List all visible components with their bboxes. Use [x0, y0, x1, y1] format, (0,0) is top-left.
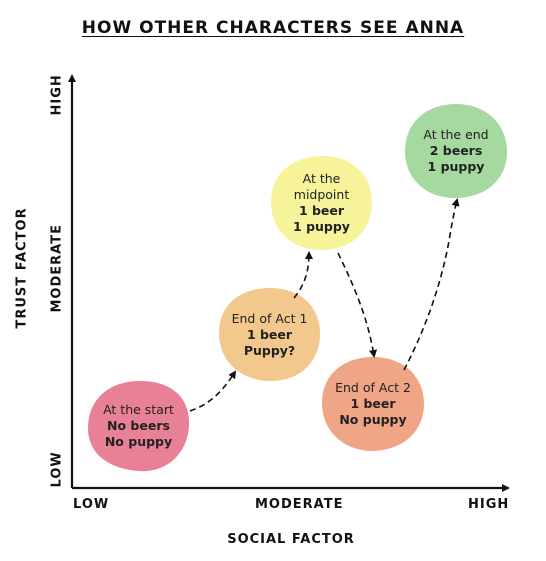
stage-act1-label: End of Act 1 1 beer Puppy? [219, 288, 320, 381]
stage-puppy: 1 puppy [293, 219, 350, 234]
stage-caption: At the [302, 171, 341, 186]
stage-puppy: Puppy? [243, 342, 296, 358]
x-axis-label: SOCIAL FACTOR [227, 532, 355, 547]
stage-beers: 1 beer [298, 203, 345, 218]
x-tick-moderate: MODERATE [255, 497, 344, 512]
stage-caption-2: midpoint [293, 187, 350, 202]
arrow-act2-to-end [403, 198, 460, 371]
blob-act2 [322, 357, 424, 451]
stage-caption: End of Act 2 [335, 380, 411, 395]
x-tick-high: HIGH [468, 497, 510, 512]
stage-caption: At the end [423, 127, 489, 142]
y-tick-high: HIGH [49, 74, 65, 116]
stage-beers: 2 beers [429, 143, 483, 158]
arrow-act1-to-midpoint [293, 251, 313, 299]
blob-act1 [219, 288, 320, 382]
stage-caption: At the start [103, 402, 174, 417]
blob-end [405, 104, 507, 198]
stage-beers: No beers [107, 418, 170, 433]
stage-puppy: No puppy [104, 434, 173, 449]
stage-end-label: At the end 2 beers 1 puppy [405, 104, 507, 198]
blob-start [88, 381, 190, 472]
stage-beers: 1 beer [246, 326, 293, 342]
blob-midpoint [271, 156, 373, 250]
stage-beers: 1 beer [350, 396, 396, 411]
diagram-title: HOW OTHER CHARACTERS SEE ANNA [81, 18, 465, 38]
stage-puppy: No puppy [339, 412, 407, 427]
y-tick-low: LOW [49, 451, 65, 488]
stage-start-label: At the start No beers No puppy [88, 381, 189, 471]
stage-caption: End of Act 1 [231, 310, 308, 326]
arrow-start-to-act1 [189, 370, 237, 412]
y-tick-moderate: MODERATE [49, 224, 65, 313]
y-axis-label: TRUST FACTOR [14, 207, 30, 329]
arrow-midpoint-to-act2 [337, 252, 378, 358]
stage-midpoint-label: At the midpoint 1 beer 1 puppy [271, 156, 372, 250]
stage-puppy: 1 puppy [427, 159, 485, 174]
stage-act2-label: End of Act 2 1 beer No puppy [322, 357, 424, 451]
x-tick-low: LOW [73, 497, 110, 512]
